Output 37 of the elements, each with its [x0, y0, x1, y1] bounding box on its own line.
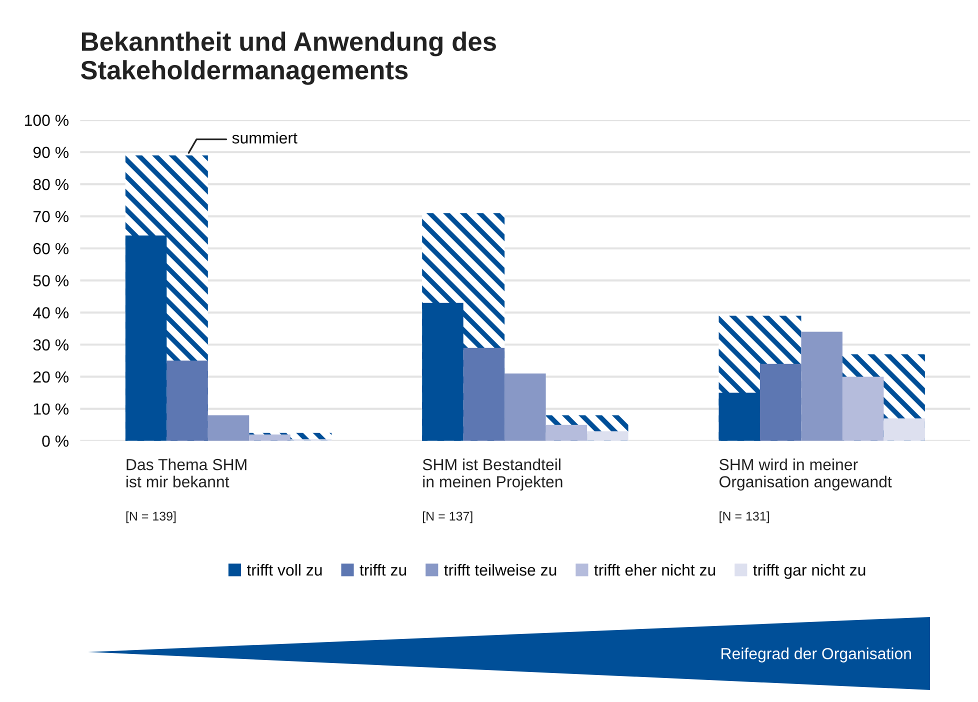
bar: [504, 373, 546, 441]
bar: [422, 302, 464, 441]
x-tick-label: SHM wird in meiner Organisation angewandt: [719, 458, 892, 491]
legend-label: trifft gar nicht zu: [753, 564, 866, 579]
x-tick-label: SHM ist Bestandteil in meinen Projekten: [422, 458, 562, 491]
legend-label: trifft eher nicht zu: [594, 564, 716, 576]
y-tick-label: 30 %: [33, 339, 69, 351]
annotation: summiert: [232, 132, 298, 144]
y-tick-label: 90 %: [33, 146, 69, 158]
y-tick-label: 20 %: [33, 371, 69, 383]
text: [N = 139]: [126, 511, 176, 524]
y-tick-label: 100 %: [25, 114, 69, 126]
y-tick-label: 70 %: [34, 210, 69, 222]
legend-label: trifft voll zu: [246, 564, 322, 576]
text: [N = 131]: [720, 511, 769, 524]
legend-label: trifft teilweise zu: [444, 564, 556, 576]
x-tick-label: Das Thema SHM ist mir bekannt: [126, 458, 246, 488]
y-tick-label: 10 %: [34, 403, 69, 415]
bar: [249, 434, 290, 441]
y-tick-label: 40 %: [33, 307, 69, 318]
bar: [842, 376, 884, 441]
chart-title: Bekanntheit und Anwendung des Stakeholdermanagements: [80, 32, 496, 85]
bar: [546, 424, 588, 441]
bar: [208, 415, 250, 441]
bar: [125, 236, 167, 441]
y-tick-label: 0 %: [42, 435, 69, 447]
bar: [463, 348, 505, 441]
bar: [760, 364, 802, 441]
bar: [801, 332, 842, 441]
legend-label: trifft zu: [360, 564, 406, 576]
text: [N = 137]: [422, 511, 472, 524]
bar: [718, 392, 760, 441]
y-tick-label: 80 %: [33, 178, 69, 190]
text: Reifegrad der Organisation: [722, 648, 911, 662]
bar: [166, 360, 208, 441]
y-tick-label: 60 %: [33, 243, 69, 254]
y-tick-label: 50 %: [33, 275, 69, 286]
